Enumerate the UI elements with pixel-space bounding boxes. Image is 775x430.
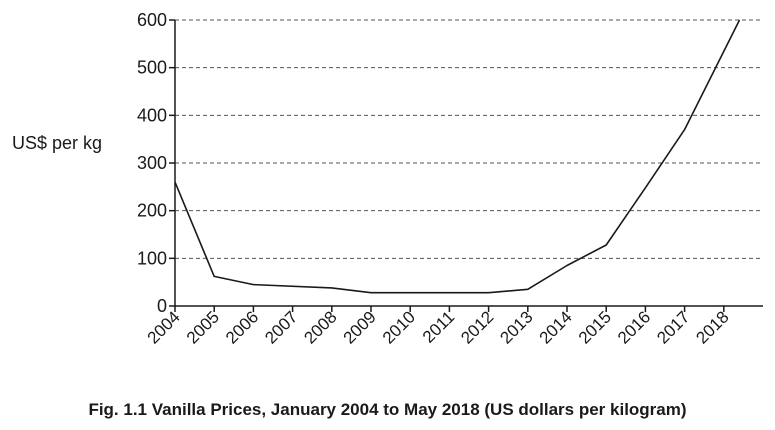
y-tick-label-600: 600 [137,10,167,30]
x-tick-label-2008: 2008 [300,307,340,347]
y-tick-label-0: 0 [157,296,167,316]
x-tick-label-2006: 2006 [222,307,262,347]
y-tick-label-400: 400 [137,105,167,125]
x-tick-label-2011: 2011 [419,307,458,346]
series-line-0 [174,19,741,294]
x-tick-label-2016: 2016 [614,307,654,347]
y-tick-labels: 0 100 200 300 400 500 600 [137,10,167,316]
x-tick-label-2012: 2012 [457,307,497,347]
grid-lines [175,19,763,259]
y-tick-label-200: 200 [137,201,167,221]
x-tick-label-2010: 2010 [379,307,419,347]
x-tick-label-2014: 2014 [536,307,576,347]
x-tick-labels: 2004 2005 2006 2007 2008 2009 2010 2011 2012 2013… [144,307,733,347]
x-tick-label-2013: 2013 [496,307,536,347]
y-axis-label: US$ per kg [12,133,103,153]
x-tick-label-2018: 2018 [692,307,732,347]
x-tick-label-2007: 2007 [261,307,301,347]
x-tick-label-2017: 2017 [653,307,693,347]
y-tick-label-500: 500 [137,58,167,78]
x-tick-label-2009: 2009 [340,307,380,347]
x-tick-label-2004: 2004 [144,307,184,347]
axes [169,19,763,312]
figure-caption: Fig. 1.1 Vanilla Prices, January 2004 to… [88,400,687,419]
series-group [174,19,741,294]
y-tick-label-300: 300 [137,153,167,173]
x-tick-label-2015: 2015 [575,307,615,347]
x-tick-label-2005: 2005 [183,307,223,347]
y-tick-label-100: 100 [137,248,167,268]
